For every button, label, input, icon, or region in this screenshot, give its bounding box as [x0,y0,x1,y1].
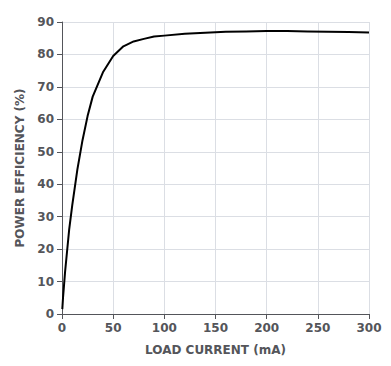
svg-text:70: 70 [37,80,54,94]
svg-text:200: 200 [254,321,279,335]
svg-text:100: 100 [152,321,177,335]
svg-text:10: 10 [37,275,54,289]
svg-text:30: 30 [37,210,54,224]
svg-text:90: 90 [37,15,54,29]
svg-text:250: 250 [305,321,330,335]
svg-text:0: 0 [46,307,54,321]
svg-text:150: 150 [203,321,228,335]
svg-text:LOAD CURRENT (mA): LOAD CURRENT (mA) [145,343,286,357]
svg-text:50: 50 [105,321,122,335]
svg-text:80: 80 [37,47,54,61]
svg-text:60: 60 [37,112,54,126]
svg-text:300: 300 [356,321,381,335]
svg-text:20: 20 [37,242,54,256]
svg-text:0: 0 [58,321,66,335]
svg-text:POWER EFFICIENCY (%): POWER EFFICIENCY (%) [13,88,27,247]
svg-text:50: 50 [37,145,54,159]
svg-text:40: 40 [37,177,54,191]
